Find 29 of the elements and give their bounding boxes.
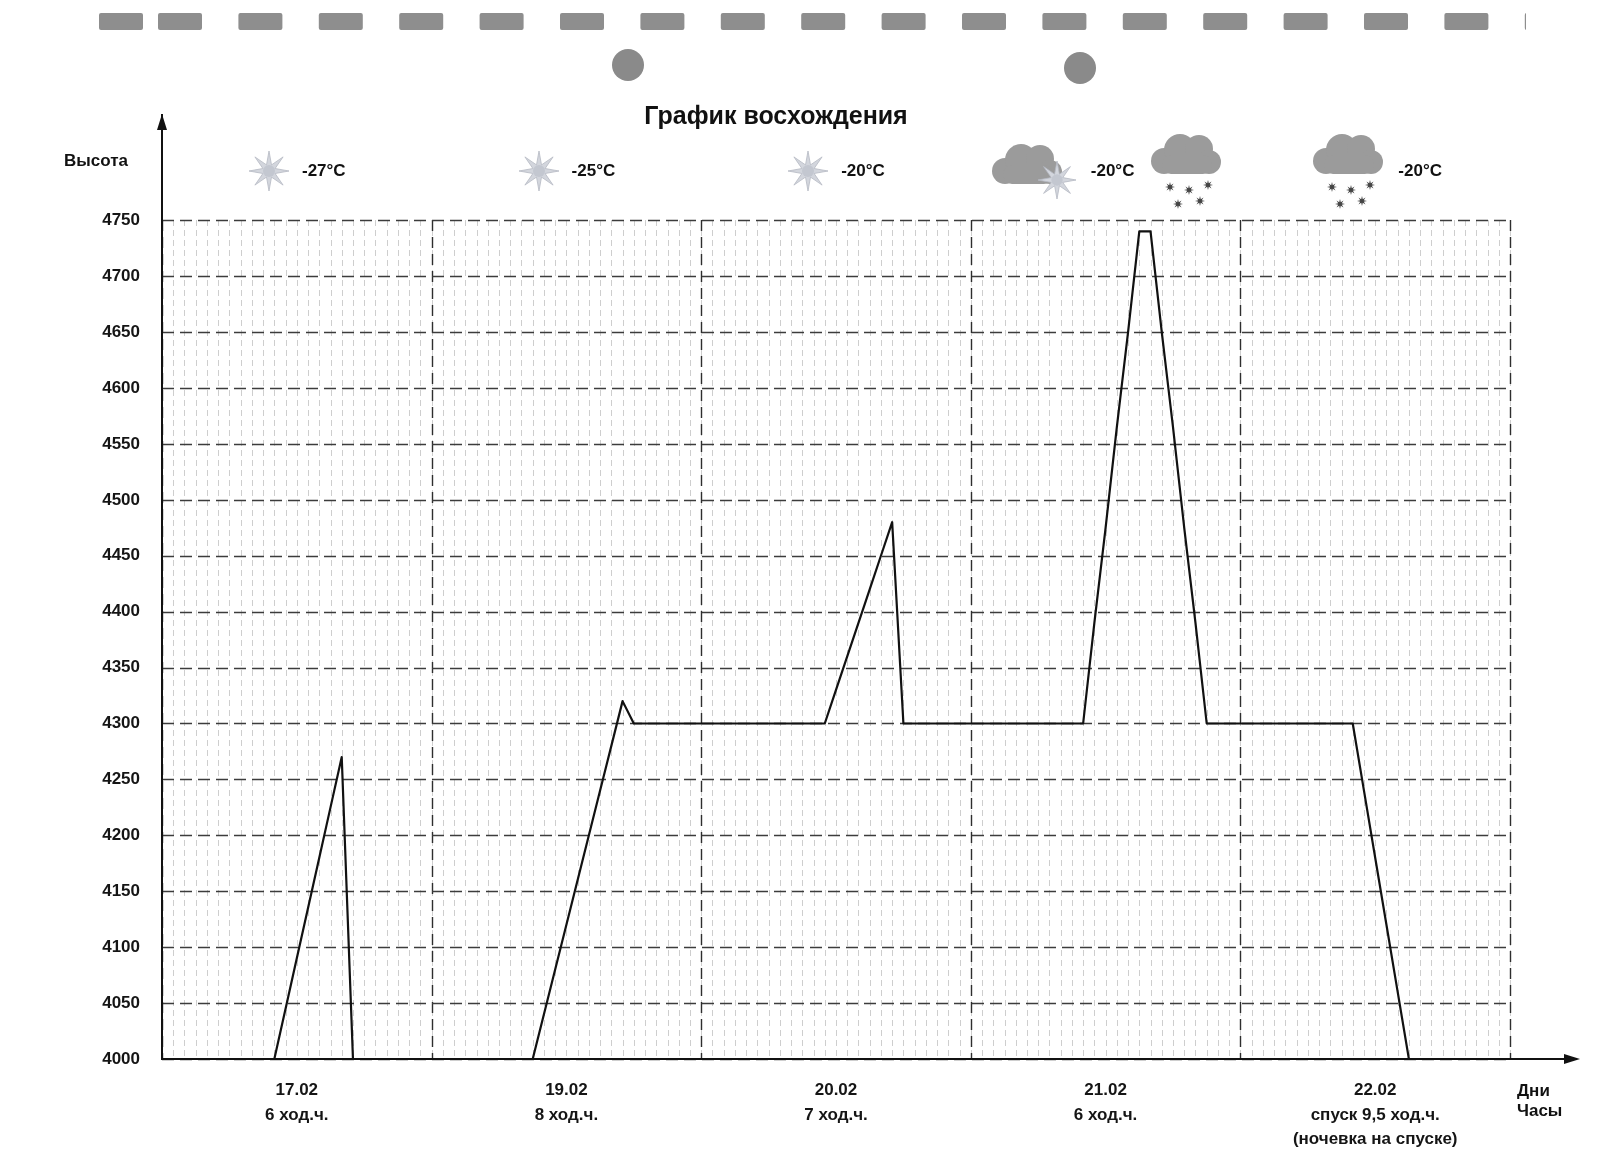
x-tick-label: 19.02 8 ход.ч. [534, 1080, 599, 1124]
y-tick-label: 4050 [102, 992, 140, 1012]
x-axis-title: Дни Часы [1517, 1081, 1563, 1121]
y-tick-label: 4500 [102, 489, 140, 509]
y-axis-title: Высота [64, 151, 128, 171]
y-tick-label: 4600 [102, 377, 140, 397]
chart-title: График восхождения [644, 101, 908, 130]
y-tick-label: 4400 [102, 601, 140, 621]
annotation: -20°C [1398, 161, 1443, 181]
x-tick-label: 22.02 спуск 9,5 ход.ч. (ночевка на спуске) [1292, 1080, 1458, 1149]
y-tick-label: 4350 [102, 657, 140, 677]
y-tick-label: 4250 [102, 769, 140, 789]
x-tick-label: 17.02 6 ход.ч. [265, 1080, 329, 1124]
y-tick-label: 4700 [102, 265, 140, 285]
y-tick-label: 4000 [102, 1048, 140, 1068]
y-tick-label: 4150 [102, 880, 140, 900]
annotation: -20°C [841, 161, 885, 181]
y-tick-label: 4450 [102, 545, 140, 565]
y-tick-label: 4750 [102, 209, 140, 229]
y-tick-label: 4100 [102, 936, 140, 956]
annotation: -20°C [1090, 161, 1135, 181]
annotation: -27°C [301, 161, 346, 181]
y-tick-label: 4650 [102, 321, 140, 341]
y-tick-label: 4300 [102, 713, 140, 733]
annotation: -25°C [571, 161, 616, 181]
x-tick-label: 20.02 7 ход.ч. [804, 1080, 868, 1124]
x-tick-label: 21.02 6 ход.ч. [1073, 1080, 1138, 1124]
y-tick-label: 4200 [102, 825, 140, 845]
y-tick-label: 4550 [102, 433, 140, 453]
